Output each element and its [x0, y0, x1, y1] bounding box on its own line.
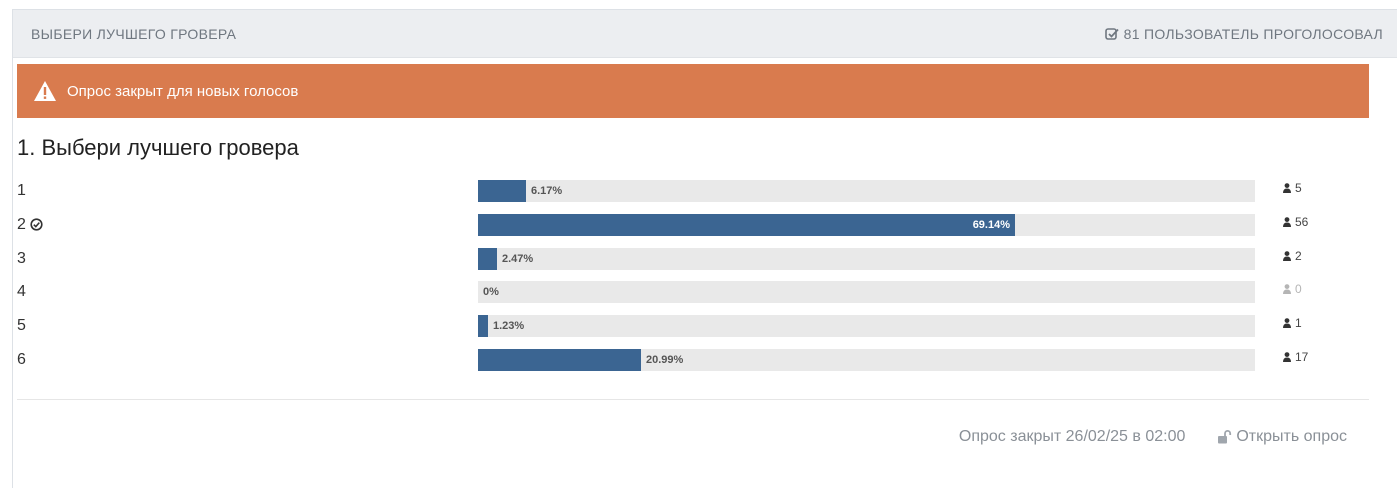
poll-closed-alert: Опрос закрыт для новых голосов: [17, 64, 1369, 118]
vote-count: 1: [1283, 316, 1302, 330]
progress-fill: [478, 213, 1015, 236]
progress-fill: [478, 247, 497, 270]
option-label-text: 4: [17, 283, 26, 301]
option-label: 6: [17, 351, 26, 369]
progress-track: 6.17%: [478, 180, 1255, 202]
progress-fill: [478, 180, 526, 202]
reopen-poll-link[interactable]: Открыть опрос: [1217, 428, 1347, 446]
option-label-text: 3: [17, 249, 26, 267]
option-row: 6 20.99% 17: [17, 347, 1369, 381]
user-icon: [1283, 250, 1291, 261]
reopen-poll-label: Открыть опрос: [1236, 428, 1347, 445]
vote-count: 56: [1283, 215, 1308, 229]
vote-count-text: 17: [1295, 349, 1309, 364]
option-label-text: 5: [17, 317, 26, 335]
warning-icon: [34, 81, 56, 101]
option-row: 3 2.47% 2: [17, 246, 1369, 280]
poll-title: ВЫБЕРИ ЛУЧШЕГО ГРОВЕРА: [31, 25, 237, 42]
alert-text: Опрос закрыт для новых голосов: [67, 82, 299, 100]
option-label: 4: [17, 283, 26, 301]
voters-text: 81 ПОЛЬЗОВАТЕЛЬ ПРОГОЛОСОВАЛ: [1123, 25, 1383, 42]
progress-track: 20.99%: [478, 348, 1255, 371]
progress-fill: [478, 315, 488, 338]
vote-count: 0: [1283, 282, 1302, 296]
percent-label: 69.14%: [972, 218, 1010, 231]
vote-count: 17: [1283, 350, 1308, 364]
user-icon: [1283, 284, 1291, 295]
progress-track: 2.47%: [478, 247, 1255, 270]
poll-options: 1 6.17% 5 2 69.14% 56 3 2.47% 2 4 0% 0 5 1.23% 1 6 20.99…: [17, 178, 1369, 381]
user-icon: [1283, 183, 1291, 193]
option-row: 1 6.17% 5: [17, 178, 1369, 212]
option-row: 5 1.23% 1: [17, 313, 1369, 347]
check-circle-icon: [30, 218, 43, 231]
user-icon: [1283, 352, 1291, 362]
divider: [17, 399, 1369, 400]
option-row: 4 0% 0: [17, 279, 1369, 313]
check-square-icon: [1104, 27, 1119, 40]
user-icon: [1283, 216, 1291, 227]
option-label: 3: [17, 250, 26, 268]
option-row: 2 69.14% 56: [17, 212, 1369, 246]
option-label: 5: [17, 317, 26, 335]
vote-count-text: 2: [1295, 248, 1302, 263]
vote-count-text: 0: [1295, 282, 1302, 297]
poll-footer: Опрос закрыт 26/02/25 в 02:00 Открыть оп…: [17, 428, 1347, 446]
vote-count-text: 1: [1295, 316, 1302, 331]
vote-count-text: 5: [1295, 181, 1302, 195]
vote-count: 5: [1283, 181, 1302, 195]
user-icon: [1283, 318, 1291, 329]
percent-label: 2.47%: [502, 252, 534, 265]
poll-header: ВЫБЕРИ ЛУЧШЕГО ГРОВЕРА 81 ПОЛЬЗОВАТЕЛЬ П…: [13, 10, 1397, 58]
percent-label: 20.99%: [646, 353, 684, 366]
progress-track: 69.14%: [478, 213, 1255, 236]
question-title: 1. Выбери лучшего гровера: [17, 135, 299, 160]
option-label: 1: [17, 182, 26, 200]
percent-label: 1.23%: [493, 320, 525, 333]
voters-count: 81 ПОЛЬЗОВАТЕЛЬ ПРОГОЛОСОВАЛ: [1104, 25, 1383, 42]
option-label: 2: [17, 216, 43, 234]
percent-label: 0%: [483, 286, 499, 299]
option-label-text: 1: [17, 182, 26, 199]
progress-track: 0%: [478, 281, 1255, 304]
progress-track: 1.23%: [478, 315, 1255, 338]
vote-count: 2: [1283, 249, 1302, 263]
option-label-text: 2: [17, 215, 26, 233]
percent-label: 6.17%: [531, 185, 563, 197]
vote-count-text: 56: [1295, 214, 1309, 229]
progress-fill: [478, 348, 641, 371]
closed-date-text: Опрос закрыт 26/02/25 в 02:00: [958, 428, 1186, 445]
option-label-text: 6: [17, 350, 26, 368]
unlock-icon: [1218, 430, 1232, 444]
